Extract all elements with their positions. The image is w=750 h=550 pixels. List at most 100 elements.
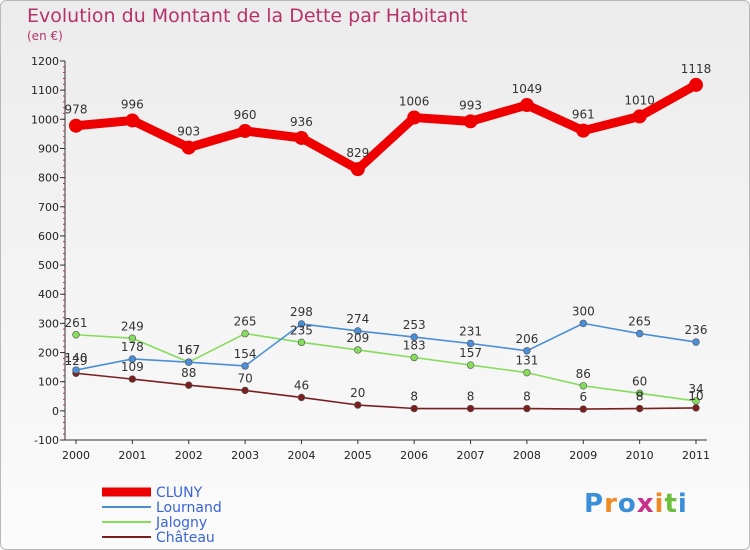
data-label: 70 <box>237 371 252 385</box>
data-label: 231 <box>459 325 482 339</box>
data-point <box>689 77 703 92</box>
data-point <box>523 347 531 355</box>
data-label: 300 <box>572 304 595 318</box>
x-tick-label: 2006 <box>400 449 428 462</box>
data-label: 253 <box>403 318 426 332</box>
x-tick-label: 2000 <box>62 449 90 462</box>
data-point <box>466 361 475 369</box>
data-label: 265 <box>628 315 651 329</box>
x-tick-label: 2001 <box>118 449 146 462</box>
data-point <box>241 386 249 395</box>
y-tick-label: 1100 <box>31 84 59 97</box>
data-point <box>632 109 647 124</box>
data-point <box>238 123 253 138</box>
data-label: 140 <box>65 351 88 365</box>
data-point <box>69 118 83 133</box>
data-point <box>523 368 531 377</box>
logo-letter: o <box>617 489 637 519</box>
logo-letter: r <box>604 489 618 519</box>
data-label: 88 <box>181 366 196 380</box>
data-label: 109 <box>121 360 144 374</box>
logo-letter: P <box>584 489 605 519</box>
data-point <box>635 329 644 338</box>
data-label: 34 <box>688 382 703 396</box>
series-line-château <box>75 372 697 410</box>
data-label: 903 <box>177 125 200 139</box>
x-tick-label: 2005 <box>344 449 372 462</box>
data-point <box>635 389 644 398</box>
logo-letter: i <box>654 489 665 519</box>
data-label: 167 <box>177 343 200 357</box>
x-tick-label: 2008 <box>513 449 541 462</box>
data-label: 8 <box>410 390 418 404</box>
data-label: 996 <box>121 97 144 111</box>
series-layer <box>69 77 703 413</box>
logo-letter: t <box>664 489 678 519</box>
data-label: 1006 <box>399 95 430 109</box>
y-tick-label: 500 <box>38 259 59 272</box>
data-label: 1049 <box>512 82 543 96</box>
data-point <box>519 98 534 113</box>
y-tick-label: 600 <box>38 230 59 243</box>
data-point <box>128 375 137 383</box>
legend-label-lournand: Lournand <box>156 500 222 516</box>
data-label: 157 <box>459 346 482 360</box>
proxiti-logo: Proxiti <box>584 489 688 519</box>
y-tick-label: 900 <box>38 142 59 155</box>
data-point <box>579 319 587 328</box>
x-tick-label: 2002 <box>175 449 203 462</box>
data-point <box>407 110 422 125</box>
axes: -100 0 100 200 300 400 500 600 700 800 900 1000 1100… <box>31 55 710 462</box>
data-label: 10 <box>688 389 703 403</box>
data-point <box>297 320 306 328</box>
data-point <box>350 162 365 177</box>
data-label: 46 <box>294 378 309 392</box>
series-line-lournand <box>75 322 697 371</box>
data-label: 235 <box>290 323 313 337</box>
data-label: 86 <box>576 367 591 381</box>
data-label: 298 <box>290 305 313 319</box>
data-point <box>297 393 306 402</box>
data-label: 6 <box>579 390 587 404</box>
logo-letter: x <box>636 489 655 519</box>
data-label: 178 <box>121 340 144 354</box>
data-point <box>410 353 418 362</box>
data-label: 936 <box>290 115 313 129</box>
data-label: 265 <box>234 315 257 329</box>
y-tick-label: 1000 <box>31 113 59 126</box>
x-tick-label: 2007 <box>457 449 485 462</box>
data-label: 131 <box>515 354 538 368</box>
data-point <box>466 404 475 413</box>
data-point <box>523 404 531 413</box>
data-label: 154 <box>234 347 257 361</box>
y-tick-label: 1200 <box>31 55 59 68</box>
data-point <box>410 333 418 341</box>
data-point <box>72 366 80 374</box>
data-label: 1010 <box>624 93 655 107</box>
data-label: 978 <box>65 103 88 117</box>
y-tick-label: 100 <box>38 376 59 389</box>
x-tick-label: 2003 <box>231 449 259 462</box>
data-point <box>354 346 362 354</box>
y-tick-label: 800 <box>38 172 59 185</box>
x-tick-label: 2004 <box>287 449 315 462</box>
data-point <box>181 140 196 155</box>
data-label: 960 <box>234 108 257 122</box>
data-label: 236 <box>685 323 708 337</box>
x-tick-label: 2009 <box>569 449 597 462</box>
data-point <box>579 382 587 390</box>
data-point <box>576 123 591 138</box>
data-point <box>692 404 700 412</box>
data-point <box>692 397 700 405</box>
data-point <box>354 401 362 409</box>
data-label: 20 <box>350 386 365 400</box>
data-point <box>185 381 193 389</box>
x-tick-label: 2010 <box>626 449 654 462</box>
y-tick-label: 700 <box>38 201 59 214</box>
data-label: 206 <box>515 332 538 346</box>
data-label: 1118 <box>681 62 712 76</box>
x-tick-label: 2011 <box>682 449 710 462</box>
